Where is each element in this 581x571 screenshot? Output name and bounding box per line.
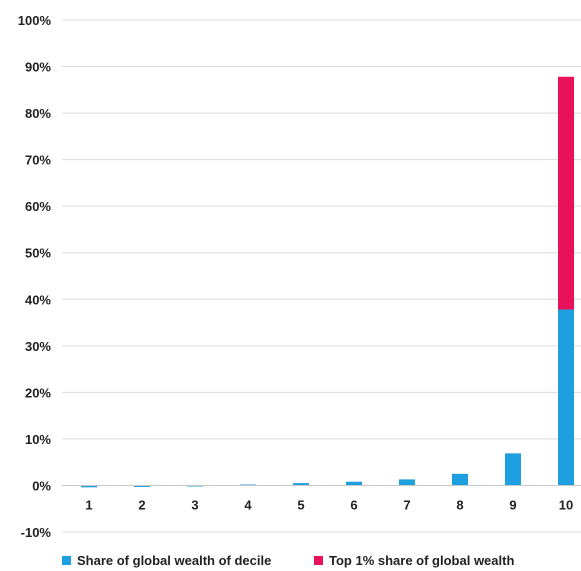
bar-decile-share (81, 485, 97, 488)
y-tick-label: 30% (25, 339, 51, 354)
bar-decile-share (346, 481, 362, 486)
y-tick-label: 40% (25, 292, 51, 307)
y-tick-label: 20% (25, 385, 51, 400)
y-tick-label: 100% (18, 13, 52, 28)
bar-decile-share (293, 483, 309, 486)
y-tick-label: 70% (25, 153, 51, 168)
y-tick-label: 90% (25, 60, 51, 75)
y-axis-tick-labels: 100% 90% 80% 70% 60% 50% 40% 30% 20% 10% 0% -10% (18, 13, 52, 540)
y-tick-label: 0% (32, 478, 51, 493)
y-tick-label: 60% (25, 199, 51, 214)
bar-top1-share (558, 76, 574, 310)
x-tick-label: 2 (138, 497, 145, 512)
legend-swatch-decile (62, 556, 71, 565)
x-tick-label: 8 (456, 497, 463, 512)
x-tick-label: 4 (244, 497, 252, 512)
x-tick-label: 7 (403, 497, 410, 512)
x-tick-label: 10 (559, 497, 573, 512)
bar-decile-share (134, 485, 150, 487)
x-tick-label: 6 (350, 497, 357, 512)
y-tick-label: -10% (21, 525, 52, 540)
legend-label-top1: Top 1% share of global wealth (329, 553, 514, 568)
bar-decile-share (558, 309, 574, 486)
x-tick-label: 3 (191, 497, 198, 512)
bar-decile-share (452, 473, 468, 486)
bars (81, 76, 574, 488)
x-axis-tick-labels: 1 2 3 4 5 6 7 8 9 10 (85, 497, 573, 512)
y-tick-label: 50% (25, 246, 51, 261)
legend: Share of global wealth of decile Top 1% … (62, 553, 514, 568)
x-tick-label: 9 (509, 497, 516, 512)
y-tick-label: 80% (25, 106, 51, 121)
gridlines (62, 19, 581, 533)
bar-decile-share (399, 479, 415, 486)
x-tick-label: 5 (297, 497, 304, 512)
legend-swatch-top1 (314, 556, 323, 565)
x-tick-label: 1 (85, 497, 92, 512)
bar-decile-share (505, 453, 521, 486)
legend-label-decile: Share of global wealth of decile (77, 553, 271, 568)
y-tick-label: 10% (25, 432, 51, 447)
